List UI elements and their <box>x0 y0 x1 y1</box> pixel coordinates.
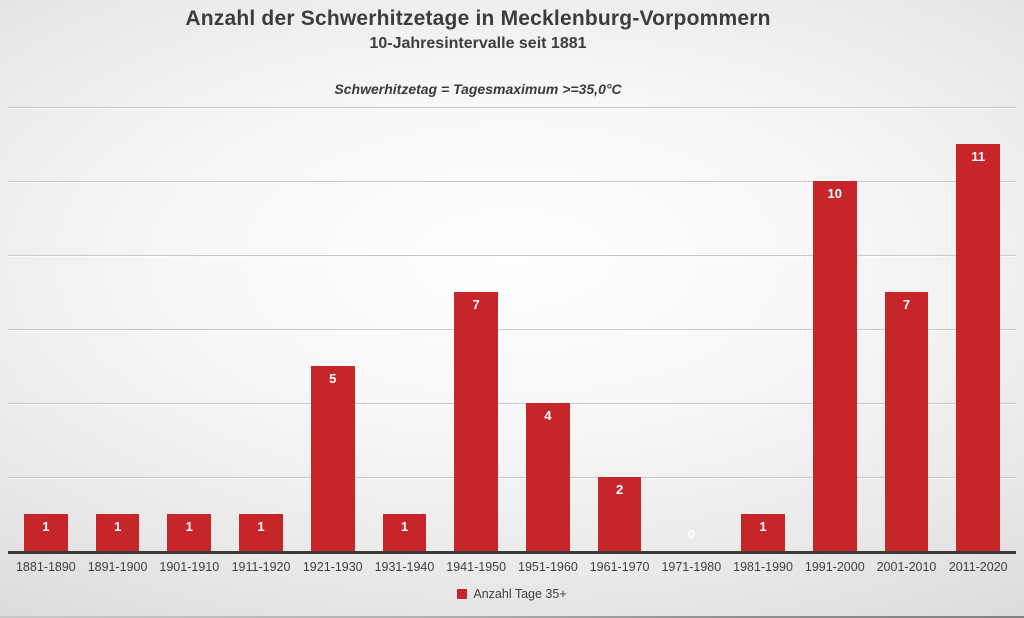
bars-layer: 1 1 1 1 5 1 7 4 2 0 1 10 7 11 <box>10 107 1014 551</box>
bar-cell: 1 <box>82 107 154 551</box>
bar <box>597 477 642 551</box>
x-axis-label: 1911-1920 <box>231 560 291 574</box>
bottom-edge-divider <box>0 616 1024 618</box>
x-axis-label: 1921-1930 <box>302 560 363 574</box>
x-axis-line <box>8 551 1016 554</box>
x-axis-label: 1931-1940 <box>374 560 435 574</box>
bar-value-label: 1 <box>185 519 193 534</box>
x-axis-label: 1881-1890 <box>15 560 76 574</box>
bar <box>310 366 355 551</box>
bar-cell: 1 <box>225 107 297 551</box>
bar-cell: 1 <box>727 107 799 551</box>
bar <box>167 514 212 551</box>
bar-cell: 7 <box>440 107 512 551</box>
gridline <box>8 477 1016 478</box>
x-axis-label: 1961-1970 <box>589 560 650 574</box>
gridline <box>8 255 1016 256</box>
bar-value-label: 0 <box>687 527 695 542</box>
bar-value-label: 1 <box>113 519 122 534</box>
bar-cell: 4 <box>512 107 584 551</box>
gridline <box>8 403 1016 404</box>
bar-value-label: 1 <box>759 519 767 534</box>
gridline <box>8 329 1016 330</box>
x-axis-label: 1971-1980 <box>661 560 722 574</box>
bar-cell: 2 <box>584 107 656 551</box>
bar-cell: 10 <box>799 107 871 551</box>
bar-value-label: 4 <box>544 408 552 423</box>
bar-cell: 5 <box>297 107 369 551</box>
bar-value-label: 1 <box>42 519 50 534</box>
bar <box>23 514 68 551</box>
gridline <box>8 181 1016 182</box>
bar-value-label: 1 <box>257 519 265 534</box>
bar-cell: 1 <box>153 107 225 551</box>
x-axis-label: 2001-2010 <box>876 560 937 574</box>
x-axis-label: 1891-1900 <box>87 560 148 574</box>
legend-swatch-icon <box>457 589 468 599</box>
bar-cell: 0 <box>655 107 727 551</box>
x-axis-label: 1991-2000 <box>804 560 865 574</box>
bar <box>956 144 1001 551</box>
bar-value-label: 7 <box>902 297 911 312</box>
bar <box>239 514 283 551</box>
plot-area: 1 1 1 1 5 1 7 4 2 0 1 10 7 11 <box>8 107 1016 551</box>
bar-value-label: 7 <box>472 297 480 312</box>
x-axis-label: 2011-2020 <box>948 560 1008 574</box>
bar-cell: 11 <box>942 107 1014 551</box>
bar <box>884 292 929 551</box>
x-axis-label: 1951-1960 <box>518 560 578 574</box>
bar-value-label: 11 <box>971 149 986 164</box>
bar <box>382 514 427 551</box>
bar-value-label: 2 <box>615 482 624 497</box>
chart-annotation: Schwerhitzetag = Tagesmaximum >=35,0°C <box>334 81 622 97</box>
gridline <box>8 107 1016 108</box>
legend: Anzahl Tage 35+ <box>0 587 1024 601</box>
x-axis-label: 1901-1910 <box>159 560 220 574</box>
bar <box>741 514 785 551</box>
bar-value-label: 1 <box>400 519 409 534</box>
x-axis-label: 1981-1990 <box>733 560 793 574</box>
bar <box>526 403 570 551</box>
bar-value-label: 5 <box>329 371 337 386</box>
bar-cell: 7 <box>871 107 943 551</box>
chart-header: Anzahl der Schwerhitzetage in Mecklenbur… <box>0 0 956 97</box>
page-title: Anzahl der Schwerhitzetage in Mecklenbur… <box>185 7 771 30</box>
x-axis-labels: 1881-1890 1891-1900 1901-1910 1911-1920 1921… <box>10 560 1014 574</box>
bar <box>95 514 140 551</box>
bar <box>454 292 499 551</box>
bar-cell: 1 <box>369 107 441 551</box>
bar-cell: 1 <box>10 107 82 551</box>
bar <box>812 181 857 551</box>
chart-subtitle: 10-Jahresintervalle seit 1881 <box>369 35 587 52</box>
x-axis-label: 1941-1950 <box>446 560 507 574</box>
bar-value-label: 10 <box>827 186 842 201</box>
legend-label: Anzahl Tage 35+ <box>473 587 567 601</box>
